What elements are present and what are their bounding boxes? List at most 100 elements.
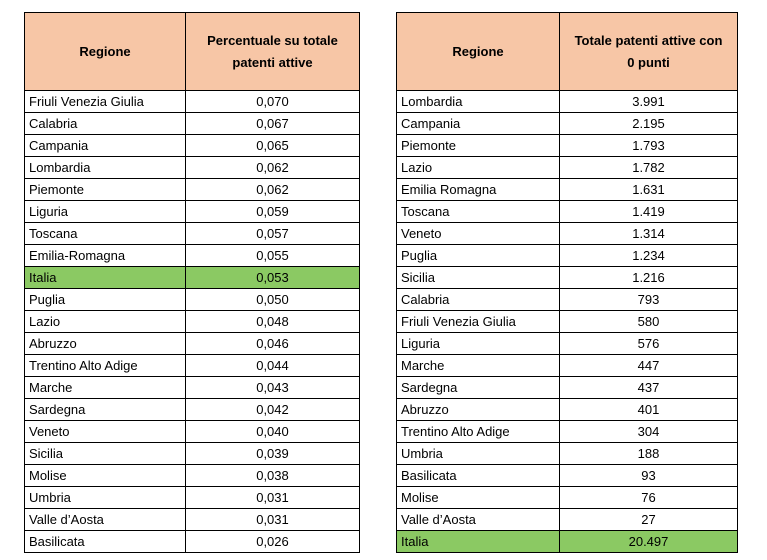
table-row: Toscana 0,057: [24, 222, 360, 245]
table-row: Marche 0,043: [24, 376, 360, 399]
table-row: Piemonte 0,062: [24, 178, 360, 201]
cell-regione: Campania: [396, 112, 560, 135]
cell-regione: Puglia: [396, 244, 560, 267]
table-row: Lombardia 0,062: [24, 156, 360, 179]
table-row: Umbria 0,031: [24, 486, 360, 509]
table-row: Italia 20.497: [396, 530, 738, 553]
cell-value: 0,067: [185, 112, 360, 135]
cell-regione: Umbria: [24, 486, 186, 509]
cell-regione: Molise: [24, 464, 186, 487]
cell-value: 0,055: [185, 244, 360, 267]
cell-regione: Calabria: [24, 112, 186, 135]
cell-value: 1.216: [559, 266, 738, 289]
cell-regione: Abruzzo: [396, 398, 560, 421]
table-row: Puglia 0,050: [24, 288, 360, 311]
column-header-regione: Regione: [24, 12, 186, 91]
cell-value: 0,053: [185, 266, 360, 289]
cell-value: 1.782: [559, 156, 738, 179]
table-row: Toscana 1.419: [396, 200, 738, 223]
table-row: Piemonte 1.793: [396, 134, 738, 157]
cell-regione: Marche: [24, 376, 186, 399]
cell-regione: Trentino Alto Adige: [24, 354, 186, 377]
cell-value: 447: [559, 354, 738, 377]
cell-regione: Valle d’Aosta: [24, 508, 186, 531]
cell-regione: Lazio: [396, 156, 560, 179]
table-row: Liguria 576: [396, 332, 738, 355]
cell-value: 401: [559, 398, 738, 421]
cell-regione: Basilicata: [24, 530, 186, 553]
column-header-percentuale: Percentuale su totale patenti attive: [185, 12, 360, 91]
cell-value: 3.991: [559, 90, 738, 113]
cell-regione: Sardegna: [396, 376, 560, 399]
table-row: Calabria 0,067: [24, 112, 360, 135]
cell-value: 437: [559, 376, 738, 399]
table-row: Emilia-Romagna 0,055: [24, 244, 360, 267]
cell-value: 580: [559, 310, 738, 333]
cell-regione: Sicilia: [396, 266, 560, 289]
cell-regione: Toscana: [24, 222, 186, 245]
cell-regione: Italia: [396, 530, 560, 553]
table-row: Sicilia 1.216: [396, 266, 738, 289]
table-percentuale: Regione Percentuale su totale patenti at…: [24, 12, 360, 553]
cell-regione: Molise: [396, 486, 560, 509]
table-row: Valle d’Aosta 0,031: [24, 508, 360, 531]
table-row: Sardegna 0,042: [24, 398, 360, 421]
cell-regione: Abruzzo: [24, 332, 186, 355]
cell-regione: Piemonte: [396, 134, 560, 157]
cell-value: 1.419: [559, 200, 738, 223]
cell-value: 0,062: [185, 178, 360, 201]
cell-regione: Marche: [396, 354, 560, 377]
table-row: Basilicata 93: [396, 464, 738, 487]
table-row: Lazio 1.782: [396, 156, 738, 179]
table-row: Calabria 793: [396, 288, 738, 311]
cell-regione: Liguria: [24, 200, 186, 223]
cell-regione: Sicilia: [24, 442, 186, 465]
table-row: Veneto 1.314: [396, 222, 738, 245]
cell-value: 576: [559, 332, 738, 355]
table-row: Molise 76: [396, 486, 738, 509]
table-row: Liguria 0,059: [24, 200, 360, 223]
cell-regione: Puglia: [24, 288, 186, 311]
table-row: Veneto 0,040: [24, 420, 360, 443]
cell-value: 0,026: [185, 530, 360, 553]
table-row: Friuli Venezia Giulia 580: [396, 310, 738, 333]
table-row: Campania 0,065: [24, 134, 360, 157]
cell-regione: Trentino Alto Adige: [396, 420, 560, 443]
cell-value: 1.234: [559, 244, 738, 267]
cell-regione: Lombardia: [396, 90, 560, 113]
cell-regione: Umbria: [396, 442, 560, 465]
cell-regione: Valle d’Aosta: [396, 508, 560, 531]
header-row: Regione Percentuale su totale patenti at…: [24, 12, 360, 91]
cell-value: 0,050: [185, 288, 360, 311]
table-row: Valle d’Aosta 27: [396, 508, 738, 531]
table-row: Sardegna 437: [396, 376, 738, 399]
table-row: Umbria 188: [396, 442, 738, 465]
table-row: Puglia 1.234: [396, 244, 738, 267]
cell-regione: Basilicata: [396, 464, 560, 487]
table-row: Abruzzo 401: [396, 398, 738, 421]
cell-regione: Friuli Venezia Giulia: [24, 90, 186, 113]
cell-regione: Calabria: [396, 288, 560, 311]
cell-value: 188: [559, 442, 738, 465]
cell-value: 0,046: [185, 332, 360, 355]
table-row: Campania 2.195: [396, 112, 738, 135]
cell-regione: Veneto: [24, 420, 186, 443]
column-header-regione: Regione: [396, 12, 560, 91]
cell-regione: Friuli Venezia Giulia: [396, 310, 560, 333]
table-zero-punti: Regione Totale patenti attive con 0 punt…: [396, 12, 738, 553]
cell-regione: Piemonte: [24, 178, 186, 201]
cell-regione: Italia: [24, 266, 186, 289]
cell-value: 0,059: [185, 200, 360, 223]
cell-value: 0,038: [185, 464, 360, 487]
cell-value: 1.314: [559, 222, 738, 245]
cell-value: 0,044: [185, 354, 360, 377]
cell-regione: Lazio: [24, 310, 186, 333]
table-row: Lazio 0,048: [24, 310, 360, 333]
column-header-totale: Totale patenti attive con 0 punti: [559, 12, 738, 91]
table-row: Abruzzo 0,046: [24, 332, 360, 355]
cell-regione: Emilia Romagna: [396, 178, 560, 201]
cell-value: 0,070: [185, 90, 360, 113]
table-row: Sicilia 0,039: [24, 442, 360, 465]
cell-value: 27: [559, 508, 738, 531]
table-row: Trentino Alto Adige 0,044: [24, 354, 360, 377]
